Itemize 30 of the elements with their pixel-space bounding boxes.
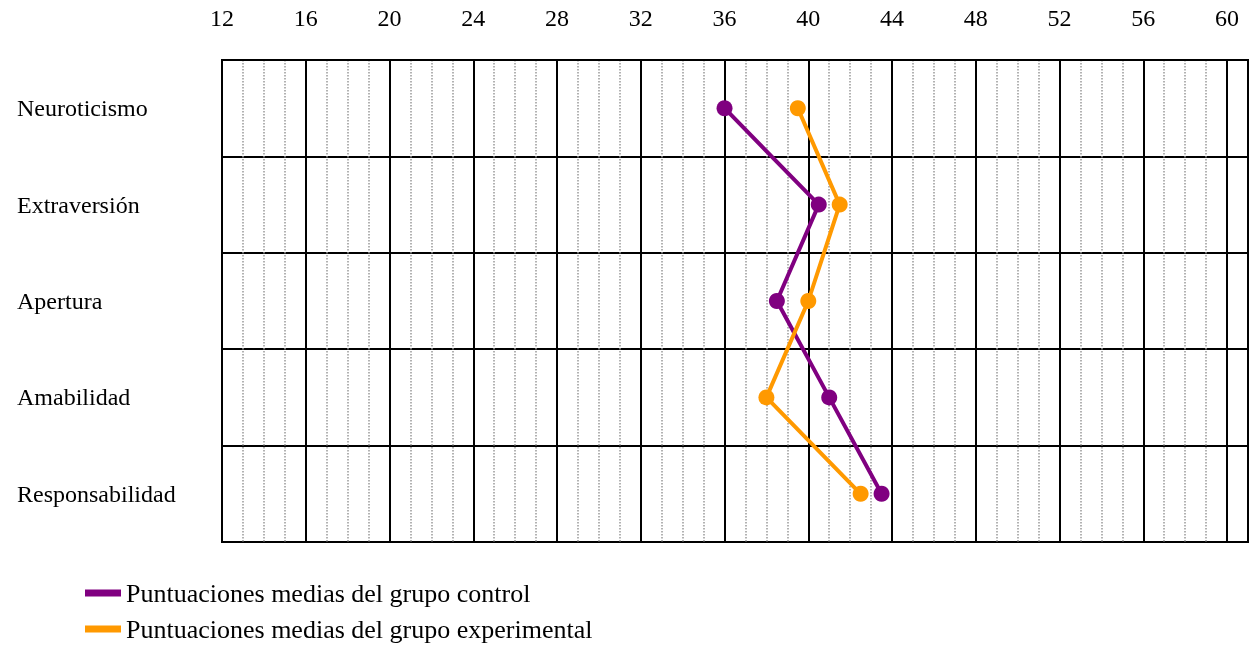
- y-tick-label: Amabilidad: [17, 384, 131, 411]
- x-tick-label: 12: [210, 5, 234, 31]
- x-tick-label: 28: [545, 5, 570, 31]
- point: [800, 293, 817, 309]
- x-tick-label: 44: [880, 5, 905, 31]
- point: [831, 196, 848, 213]
- y-tick-label: Responsabilidad: [17, 480, 176, 507]
- point: [873, 485, 890, 502]
- x-tick-label: 40: [796, 5, 821, 31]
- x-tick-label: 20: [377, 5, 402, 31]
- legend-label: Puntuaciones medias del grupo control: [126, 578, 531, 608]
- y-tick-label: Apertura: [17, 288, 103, 314]
- x-tick-label: 32: [628, 5, 653, 31]
- point: [810, 196, 827, 213]
- x-tick-label: 48: [963, 5, 988, 31]
- point: [768, 293, 785, 309]
- point: [716, 100, 733, 117]
- x-tick-label: 24: [461, 5, 486, 31]
- x-tick-label: 60: [1215, 5, 1240, 31]
- y-tick-label: Extraversión: [17, 191, 140, 218]
- x-tick-label: 36: [712, 5, 737, 31]
- point: [852, 485, 869, 502]
- x-tick-label: 16: [293, 5, 318, 31]
- legend-label: Puntuaciones medias del grupo experimental: [126, 614, 593, 644]
- point: [821, 389, 838, 406]
- y-tick-label: Neuroticismo: [17, 95, 148, 122]
- point: [789, 100, 806, 117]
- x-tick-label: 52: [1047, 5, 1072, 31]
- point: [758, 389, 775, 406]
- x-tick-label: 56: [1131, 5, 1156, 31]
